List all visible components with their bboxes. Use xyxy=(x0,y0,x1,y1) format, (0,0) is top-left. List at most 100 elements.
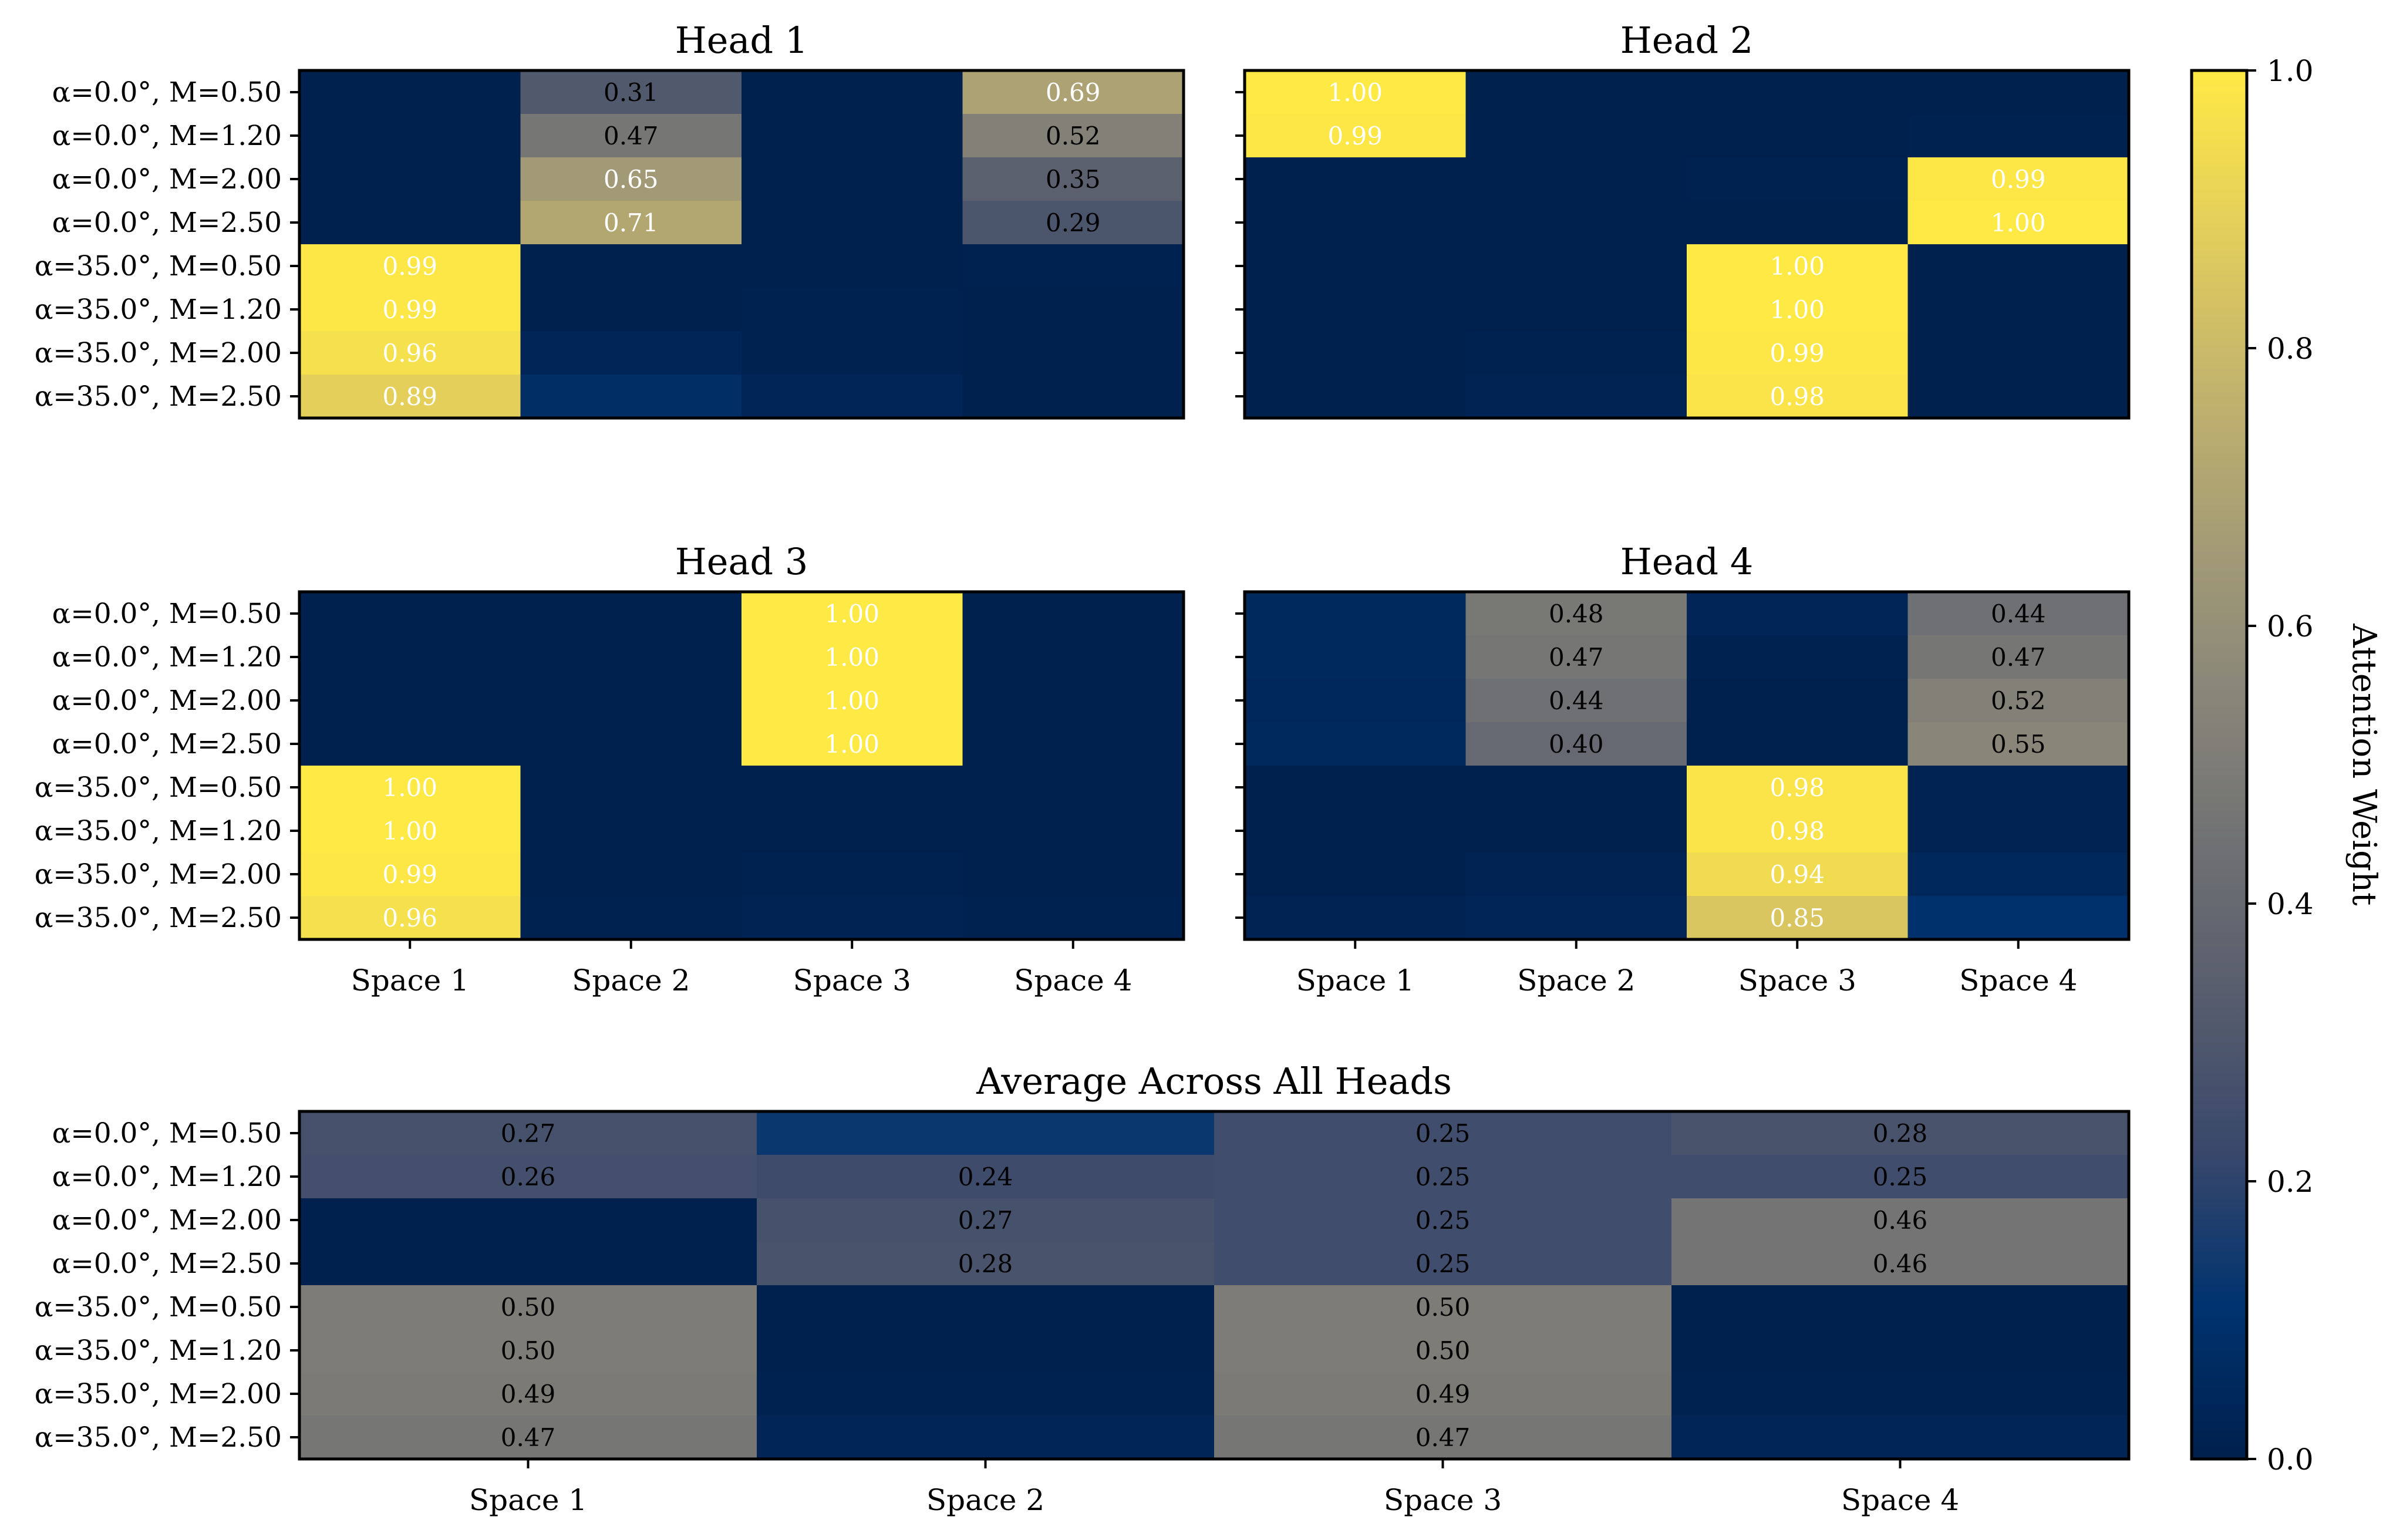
heatmap-cell xyxy=(520,375,742,419)
heatmap-cell xyxy=(1245,896,1467,940)
cell-value-label: 0.47 xyxy=(1549,643,1604,672)
heatmap-cell xyxy=(742,244,963,288)
y-tick-label: α=0.0°, M=2.00 xyxy=(52,1204,282,1236)
heatmap-cell xyxy=(1465,157,1687,201)
cell-value-label: 0.25 xyxy=(1415,1119,1471,1148)
heatmap-cell xyxy=(299,1155,757,1199)
panel-frame xyxy=(298,69,1185,420)
heatmap-cell xyxy=(299,809,521,853)
cell-value-label: 0.25 xyxy=(1415,1206,1471,1235)
heatmap-cell xyxy=(299,244,521,288)
heatmap-cell xyxy=(1245,852,1467,897)
cell-value-label: 0.50 xyxy=(501,1336,556,1365)
x-tick-label: Space 4 xyxy=(1014,963,1132,998)
y-tick-label: α=0.0°, M=2.00 xyxy=(52,685,282,717)
y-tick-label: α=35.0°, M=2.50 xyxy=(35,380,282,413)
y-tick-label: α=0.0°, M=1.20 xyxy=(52,641,282,673)
heatmap-cell xyxy=(299,157,521,201)
heatmap-cell xyxy=(757,1111,1215,1155)
cell-value-label: 0.31 xyxy=(604,78,659,107)
heatmap-cell xyxy=(1907,157,2129,201)
heatmap-cell xyxy=(757,1155,1215,1199)
cell-value-label: 0.99 xyxy=(382,295,437,324)
x-tick-label: Space 3 xyxy=(1384,1483,1502,1517)
x-tick-label: Space 4 xyxy=(1841,1483,1959,1517)
x-tick-label: Space 1 xyxy=(351,963,469,998)
x-tick-label: Space 2 xyxy=(572,963,690,998)
heatmap-cell xyxy=(299,852,521,897)
cell-value-label: 0.27 xyxy=(958,1206,1013,1235)
heatmap-panel-2: Head 2 1.00 0.99 0.99 1.00 1.00 1.00 0.99 0.98 xyxy=(1235,19,2131,420)
heatmap-cell xyxy=(962,679,1184,723)
cell-value-label: 1.00 xyxy=(824,686,879,715)
heatmap-cell xyxy=(299,766,521,810)
heatmap-cell xyxy=(1687,331,1909,375)
cell-value-label: 0.44 xyxy=(1549,686,1604,715)
heatmap-cell xyxy=(1687,635,1909,679)
heatmap-cell xyxy=(1687,288,1909,332)
heatmap-cell xyxy=(757,1198,1215,1242)
panel-title: Head 4 xyxy=(1620,540,1754,583)
heatmap-cell xyxy=(962,157,1184,201)
heatmap-cell xyxy=(520,157,742,201)
heatmap-cell xyxy=(742,635,963,679)
heatmap-cell xyxy=(1907,592,2129,636)
heatmap-cell xyxy=(520,635,742,679)
heatmap-cell xyxy=(1245,244,1467,288)
heatmap-cell xyxy=(1465,375,1687,419)
cell-value-label: 0.98 xyxy=(1770,817,1825,845)
cell-value-label: 0.96 xyxy=(382,904,437,932)
heatmap-cell xyxy=(1465,592,1687,636)
heatmap-cell xyxy=(1687,852,1909,897)
x-tick-label: Space 1 xyxy=(1296,963,1414,998)
heatmap-cell xyxy=(1687,679,1909,723)
heatmap-cell xyxy=(299,1285,757,1329)
heatmap-cell xyxy=(1907,201,2129,245)
cell-value-label: 0.98 xyxy=(1770,382,1825,411)
heatmap-cell xyxy=(742,114,963,158)
heatmap-cell xyxy=(1245,157,1467,201)
heatmap-cell xyxy=(520,592,742,636)
heatmap-cell xyxy=(1214,1329,1672,1373)
heatmap-cell xyxy=(1245,635,1467,679)
x-tick-label: Space 3 xyxy=(1738,963,1856,998)
heatmap-cell xyxy=(1465,809,1687,853)
cell-value-label: 0.52 xyxy=(1991,686,2046,715)
heatmap-cell xyxy=(1687,896,1909,940)
cell-value-label: 0.98 xyxy=(1770,773,1825,802)
heatmap-cell xyxy=(1687,809,1909,853)
heatmap-cell xyxy=(1671,1329,2129,1373)
cell-value-label: 0.55 xyxy=(1991,730,2046,759)
heatmap-cell xyxy=(757,1372,1215,1416)
y-tick-label: α=0.0°, M=2.50 xyxy=(52,728,282,760)
y-tick-label: α=0.0°, M=0.50 xyxy=(52,76,282,109)
heatmap-cell xyxy=(742,896,963,940)
heatmap-cell xyxy=(1907,896,2129,940)
heatmap-cell xyxy=(1214,1372,1672,1416)
heatmap-cell xyxy=(962,809,1184,853)
heatmap-cell xyxy=(1687,201,1909,245)
heatmap-cell xyxy=(299,1416,757,1460)
heatmap-cell xyxy=(1907,809,2129,853)
cell-value-label: 1.00 xyxy=(1991,208,2046,237)
x-tick-label: Space 2 xyxy=(1517,963,1635,998)
y-tick-label: α=0.0°, M=2.00 xyxy=(52,163,282,196)
heatmap-cell xyxy=(1245,331,1467,375)
heatmap-cell xyxy=(299,1372,757,1416)
heatmap-cell xyxy=(520,288,742,332)
heatmap-cell xyxy=(1245,766,1467,810)
cell-value-label: 0.99 xyxy=(1991,165,2046,194)
colorbar-tick-label: 0.8 xyxy=(2267,332,2314,366)
heatmap-cell xyxy=(1687,592,1909,636)
heatmap-cell xyxy=(520,114,742,158)
heatmap-cell xyxy=(1245,201,1467,245)
heatmap-cell xyxy=(1214,1155,1672,1199)
heatmap-cell xyxy=(1465,114,1687,158)
colorbar-tick-label: 0.2 xyxy=(2267,1165,2314,1199)
heatmap-cell xyxy=(962,114,1184,158)
heatmap-cell xyxy=(757,1416,1215,1460)
heatmap-cell xyxy=(299,331,521,375)
panel-frame xyxy=(1243,590,2131,941)
panel-title: Head 3 xyxy=(675,540,808,583)
heatmap-cell xyxy=(1671,1155,2129,1199)
